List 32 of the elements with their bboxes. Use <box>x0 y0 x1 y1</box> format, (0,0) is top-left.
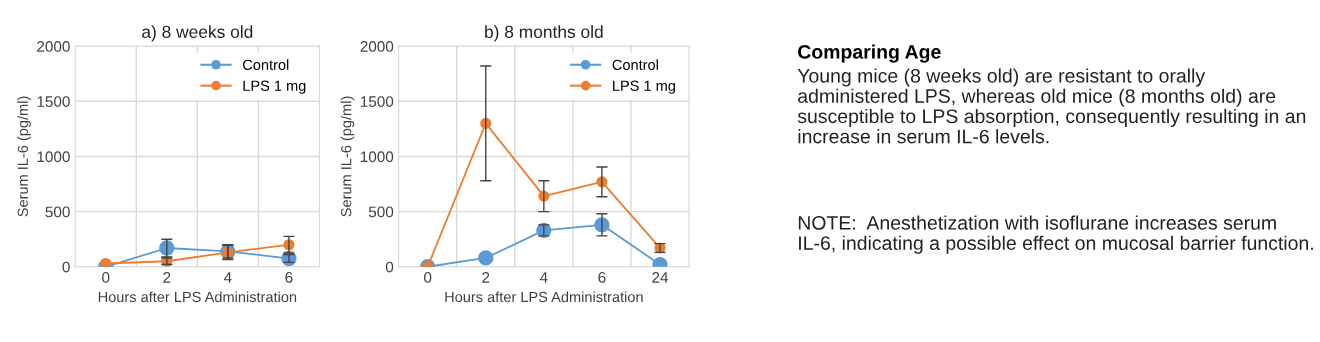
legend-label: LPS 1 mg <box>243 80 306 94</box>
x-tick-label: 4 <box>223 272 232 283</box>
x-tick-label: 0 <box>424 272 432 283</box>
x-tick-label: 6 <box>598 272 606 283</box>
x-axis-title: Hours after LPS Administration <box>445 291 643 303</box>
text: NOTE: Anesthetization with isoflurane increases serum IL-6, indicating a possible effect on mucosal barrier function. <box>798 215 1313 254</box>
x-tick-label: 4 <box>539 272 548 283</box>
y-tick-label: 0 <box>385 261 394 273</box>
x-tick-label: 0 <box>102 272 110 283</box>
x-tick-label: 2 <box>482 272 490 283</box>
y-tick-label: 1000 <box>37 151 70 163</box>
chart-title: b) 8 months old <box>485 25 603 42</box>
legend-label: Control <box>612 59 658 71</box>
x-tick-label: 24 <box>652 272 669 283</box>
text: Young mice (8 weeks old) are resistant to orally administered LPS, whereas old mice (8 months old) are susceptible to LPS absorption, consequently resulting in an increase in serum IL-6 levels. <box>797 68 1306 144</box>
y-tick-label: 1500 <box>360 96 394 107</box>
x-tick-label: 2 <box>163 272 171 283</box>
y-tick-label: 2000 <box>37 41 70 52</box>
x-tick-label: 6 <box>285 272 293 283</box>
x-axis-title: Hours after LPS Administration <box>98 291 297 303</box>
y-tick-label: 500 <box>368 206 394 218</box>
y-tick-label: 0 <box>62 261 70 273</box>
y-axis-title: Serum IL-6 (pg/ml) <box>340 96 355 217</box>
y-tick-label: 1500 <box>37 96 70 107</box>
y-tick-label: 1000 <box>360 151 394 163</box>
legend-label: LPS 1 mg <box>613 80 675 94</box>
y-tick-label: 500 <box>45 206 70 218</box>
text: Comparing Age <box>798 44 941 63</box>
chart-title: a) 8 weeks old <box>142 25 253 42</box>
legend-label: Control <box>243 59 289 71</box>
y-tick-label: 2000 <box>360 41 394 52</box>
y-axis-title: Serum IL-6 (pg/ml) <box>17 96 31 217</box>
